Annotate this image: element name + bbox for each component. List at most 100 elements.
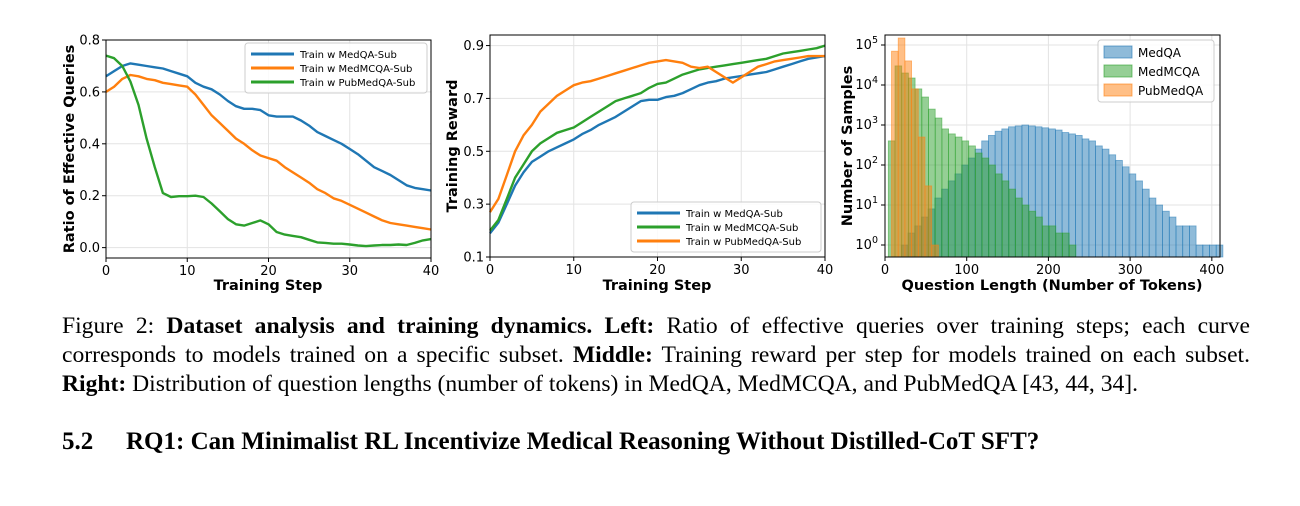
figure-caption: Figure 2: Dataset analysis and training … xyxy=(62,312,1250,399)
legend-label-medmcqa: Train w MedMCQA-Sub xyxy=(299,64,412,75)
histogram-bar xyxy=(891,50,899,258)
histogram-bar xyxy=(988,164,996,258)
series-lines xyxy=(105,54,432,248)
histogram-bar xyxy=(1148,197,1157,258)
x-tick-label: 30 xyxy=(733,263,750,278)
x-tick-label: 0 xyxy=(881,263,889,278)
x-tick-label: 400 xyxy=(1199,263,1224,278)
x-axis-label: Training Step xyxy=(603,278,712,294)
histogram-bar xyxy=(1068,133,1076,258)
histogram-bar xyxy=(954,136,963,258)
legend-label-pubmedqa: Train w PubMedQA-Sub xyxy=(685,237,801,248)
histogram-bar xyxy=(1168,216,1177,258)
y-tick-label: 0.2 xyxy=(79,189,100,204)
histogram-bar xyxy=(1142,188,1150,258)
histogram-bar xyxy=(995,173,1003,258)
legend-label-pubmedqa: Train w PubMedQA-Sub xyxy=(299,78,415,89)
series-line xyxy=(489,54,826,234)
y-tick-label: 0.3 xyxy=(463,198,484,213)
y-tick-label: 105 xyxy=(855,35,878,53)
histogram-bar xyxy=(948,133,956,258)
histogram-bar xyxy=(934,117,943,258)
histogram-bar xyxy=(1122,166,1130,258)
x-tick-label: 20 xyxy=(649,263,666,278)
histogram-bar xyxy=(1088,140,1097,258)
series-line xyxy=(488,54,825,213)
histogram-bar xyxy=(981,157,990,258)
y-tick-label: 101 xyxy=(855,195,878,213)
histogram-bar xyxy=(917,136,926,258)
caption-right-text: Distribution of question lengths (number… xyxy=(126,371,1139,397)
x-axis-label: Training Step xyxy=(214,278,323,294)
histogram-bar xyxy=(1162,210,1170,258)
x-tick-label: 300 xyxy=(1118,263,1143,278)
histogram-bar xyxy=(1095,145,1103,258)
histogram-bar xyxy=(1115,159,1123,258)
tick-labels: 0 10 20 30 40 0.1 0.3 0.5 0.7 0.9 xyxy=(463,39,833,278)
caption-right-label: Right: xyxy=(62,371,127,397)
axes-frame xyxy=(884,34,1221,258)
histogram-bar xyxy=(1048,225,1057,258)
panel-middle-training-reward: 0 10 20 30 40 0.1 0.3 0.5 0.7 0.9 Training Step T… xyxy=(445,34,833,294)
legend: Train w MedQA-Sub Train w MedMCQA-Sub Tr… xyxy=(630,201,822,253)
histogram-bar xyxy=(911,88,919,258)
y-tick-label: 0.9 xyxy=(463,39,484,54)
legend-label-pubmedqa: PubMedQA xyxy=(1138,84,1204,98)
histogram-bar xyxy=(904,60,913,258)
histogram-bar xyxy=(1108,154,1117,258)
panel-left-effective-queries: 0 10 20 30 40 0.0 0.2 0.4 0.6 0.8 Training Step R… xyxy=(62,34,439,295)
section-title: RQ1: Can Minimalist RL Incentivize Medic… xyxy=(126,428,1040,455)
legend-swatch-medmcqa xyxy=(1103,64,1133,78)
x-tick-label: 200 xyxy=(1036,263,1061,278)
histogram-bar xyxy=(1081,138,1090,258)
legend-label-medmcqa: MedMCQA xyxy=(1138,65,1201,79)
histogram-bar xyxy=(1068,244,1077,258)
x-tick-label: 10 xyxy=(179,264,196,279)
tick-labels: 0 10 20 30 40 0.0 0.2 0.4 0.6 0.8 xyxy=(79,34,439,280)
histogram-bar xyxy=(1062,232,1070,258)
series-lines xyxy=(488,44,826,234)
histogram-bar xyxy=(1028,210,1037,258)
figure-2: 0 10 20 30 400.00.20.40.60.8 Training Step R… xyxy=(62,34,1224,295)
x-tick-label: 30 xyxy=(341,264,358,279)
histogram-bar xyxy=(941,128,950,258)
x-tick-label: 100 xyxy=(954,263,979,278)
series-line xyxy=(489,44,826,232)
section-heading: 5.2 RQ1: Can Minimalist RL Incentivize Me… xyxy=(62,428,1262,456)
legend-swatch-pubmedqa xyxy=(1103,83,1133,97)
histogram-bar xyxy=(1135,180,1143,258)
y-axis-label: Training Reward xyxy=(445,80,461,213)
x-tick-label: 0 xyxy=(102,264,110,279)
y-tick-label: 103 xyxy=(855,115,878,133)
histogram-bar xyxy=(1202,244,1210,258)
legend: Train w MedQA-Sub Train w MedMCQA-Sub Tr… xyxy=(244,42,428,94)
y-tick-label: 0.1 xyxy=(463,251,484,266)
caption-middle-label: Middle: xyxy=(572,342,653,368)
y-tick-label: 0.5 xyxy=(463,145,484,160)
series-line xyxy=(105,54,432,248)
histogram-bar xyxy=(1055,232,1063,258)
y-axis-label: Number of Samples xyxy=(840,66,856,226)
histogram-bar xyxy=(1189,225,1197,258)
histogram-bar xyxy=(1182,225,1190,258)
x-tick-label: 0 xyxy=(486,263,494,278)
caption-middle-text: Training reward per step for models trai… xyxy=(652,342,1250,368)
histogram-bar xyxy=(1042,225,1050,258)
x-tick-label: 40 xyxy=(423,264,440,279)
histogram-bar xyxy=(1015,197,1023,258)
histogram-bar xyxy=(1021,204,1030,258)
histogram-bar xyxy=(1128,173,1137,258)
legend: MedQA MedMCQA PubMedQA xyxy=(1097,39,1215,103)
series-line xyxy=(105,73,432,231)
histogram-bar xyxy=(1195,244,1204,258)
legend-label-medqa: Train w MedQA-Sub xyxy=(685,209,783,220)
histogram-bar xyxy=(968,145,976,258)
histogram-bars xyxy=(887,37,1224,258)
legend-label-medmcqa: Train w MedMCQA-Sub xyxy=(685,223,798,234)
caption-left-label: Left: xyxy=(604,313,655,339)
y-tick-label: 0.6 xyxy=(79,85,100,100)
x-axis-label: Question Length (Number of Tokens) xyxy=(902,278,1203,294)
histogram-bar xyxy=(1001,180,1010,258)
y-tick-label: 102 xyxy=(855,155,878,173)
